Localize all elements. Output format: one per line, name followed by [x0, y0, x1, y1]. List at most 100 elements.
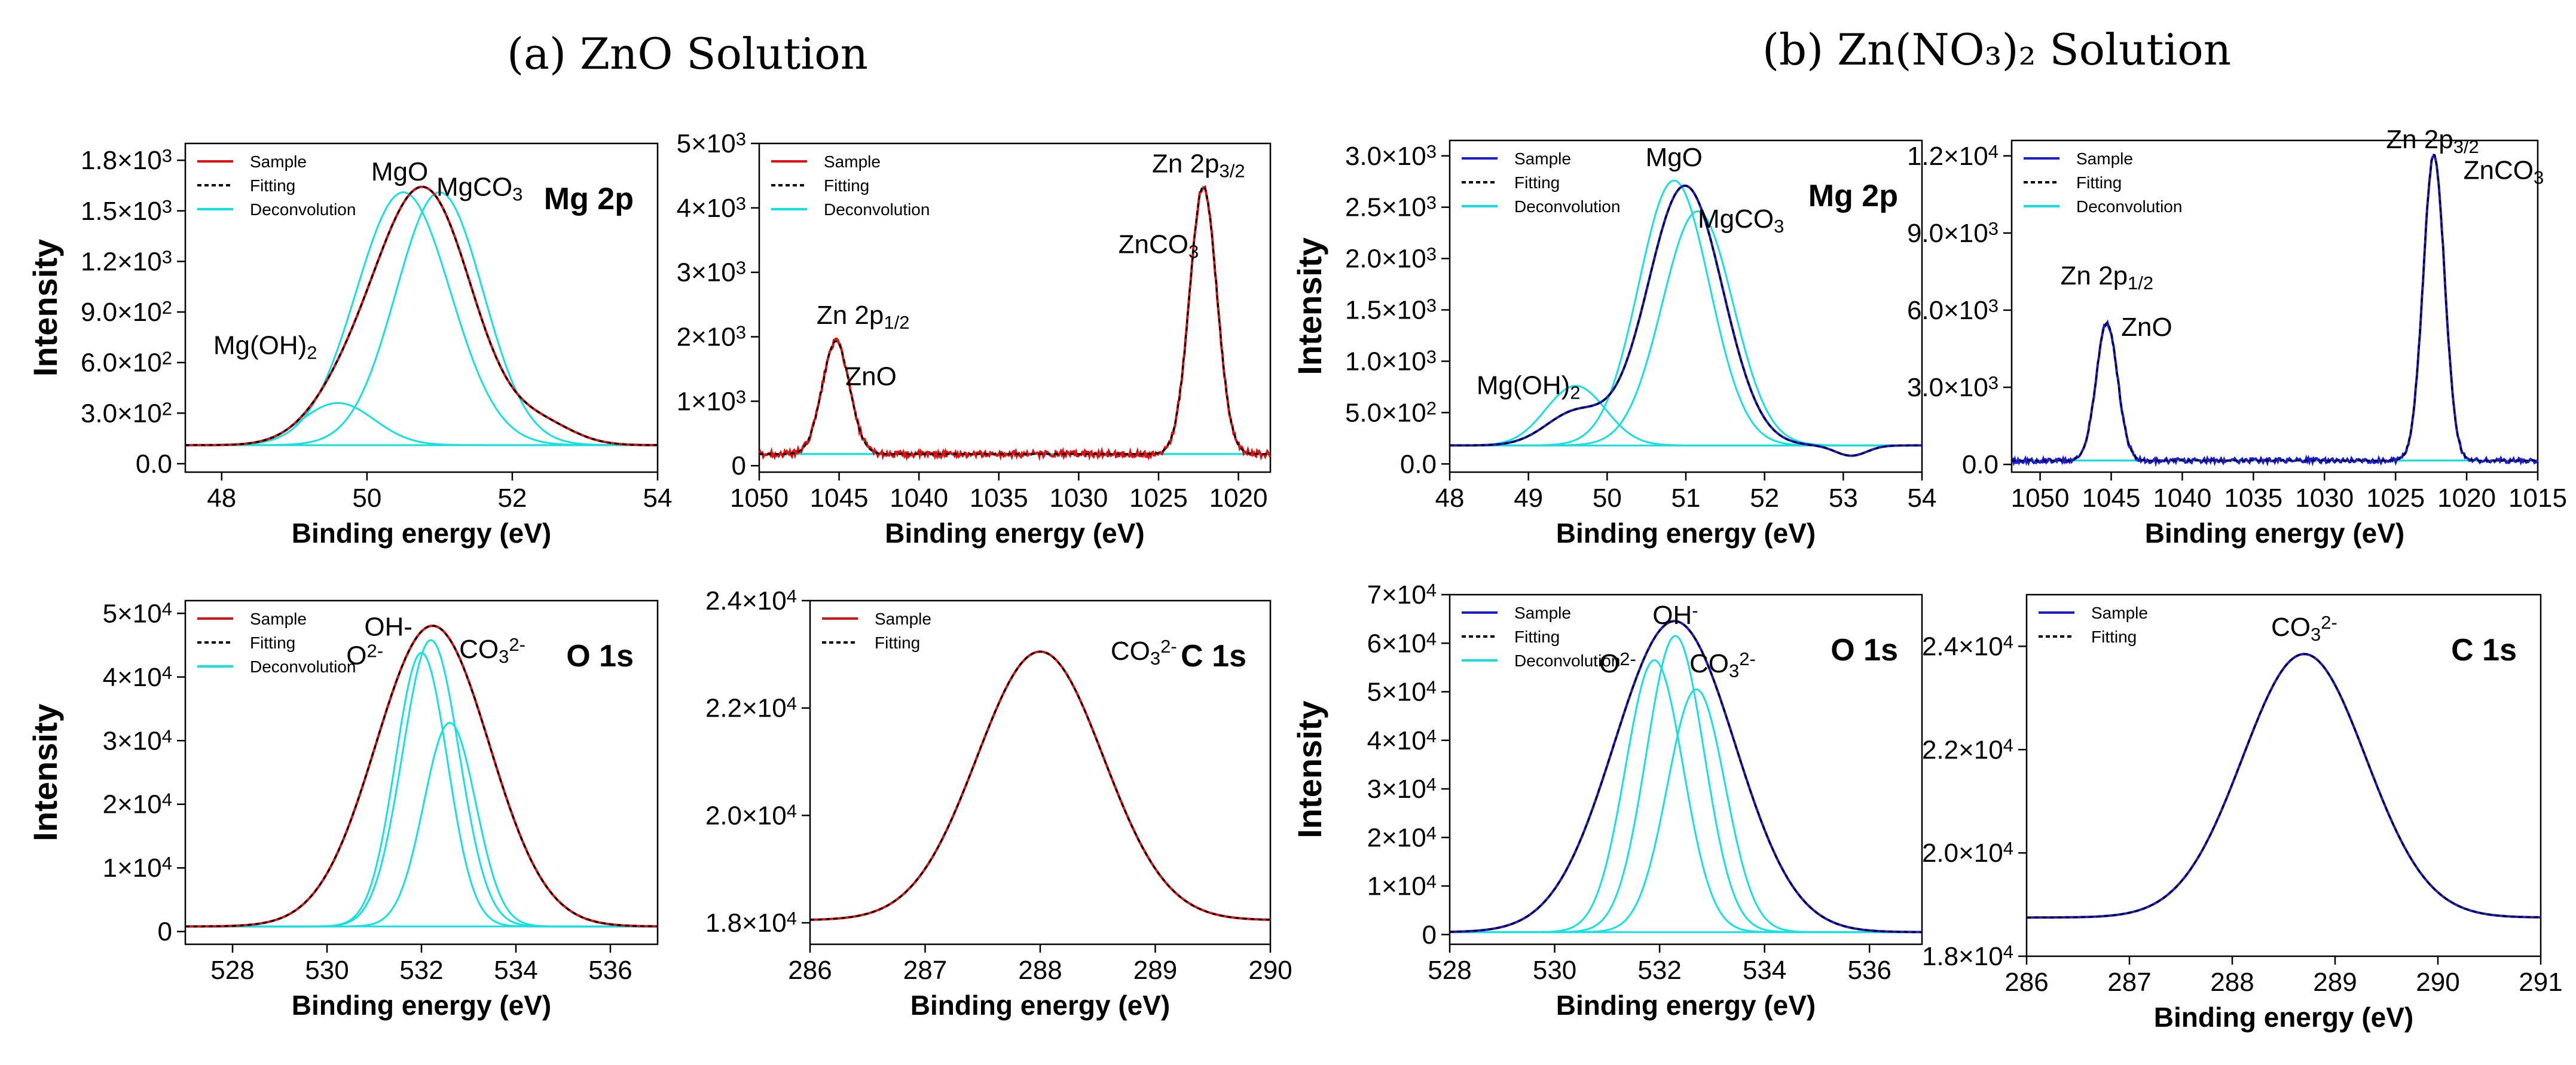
spectrum-tag: Mg 2p — [544, 182, 634, 216]
chart-a-zn2p: 1050 1045 1040 1035 1030 1025 1020 0 1×103 2×103 3… — [677, 128, 1272, 549]
fitting-curve — [810, 650, 1270, 921]
x-tick-label: 287 — [903, 956, 947, 985]
deconvolution-curve — [185, 651, 658, 928]
x-tick-label: 52 — [497, 483, 527, 513]
y-tick-label: 1.5×103 — [81, 195, 172, 225]
x-tick-label: 530 — [305, 956, 349, 985]
x-tick-label: 286 — [2004, 968, 2048, 997]
y-tick-label: 3×104 — [103, 726, 172, 755]
y-tick-label: 6×104 — [1367, 628, 1437, 658]
x-axis-label: Binding energy (eV) — [292, 518, 551, 549]
sample-curve — [185, 185, 658, 446]
peak-annotation: CO32- — [459, 634, 525, 666]
peak-annotation: O2- — [1599, 648, 1636, 678]
deconvolution-curve — [1450, 179, 1922, 446]
y-tick-label: 2×103 — [677, 322, 746, 351]
y-tick-label: 5×103 — [677, 128, 746, 158]
x-tick-label: 291 — [2519, 968, 2562, 997]
legend-item: Sample — [2091, 604, 2148, 622]
y-tick-label: 1×103 — [677, 386, 746, 416]
x-tick-label: 530 — [1533, 956, 1576, 985]
chart-a-o1s: 528 530 532 534 536 0 1×104 2×104 3×104 4×104 5×10… — [26, 598, 659, 1021]
deconvolution-curve — [1450, 659, 1922, 934]
legend-item: Sample — [2076, 149, 2133, 168]
y-tick-label: 1×104 — [1367, 871, 1437, 901]
fitting-curve — [185, 625, 658, 928]
peak-annotation: Zn 2p1/2 — [2061, 261, 2154, 293]
x-tick-label: 1030 — [2295, 483, 2354, 513]
deconvolution-curve — [1450, 688, 1922, 934]
x-tick-label: 288 — [2210, 968, 2254, 997]
x-axis-label: Binding energy (eV) — [1556, 518, 1816, 549]
peak-annotation: OH- — [364, 613, 412, 642]
panel-title-b: (b) Zn(NO₃)₂ Solution — [1762, 25, 2231, 75]
legend-item: Fitting — [250, 176, 295, 195]
fitting-curve — [1450, 620, 1922, 934]
peak-annotation: ZnCO3 — [2464, 156, 2544, 188]
y-tick-label: 1×104 — [103, 853, 172, 883]
curve-layer — [810, 650, 1270, 921]
deconvolution-curve — [185, 191, 658, 446]
x-tick-label: 1050 — [2011, 483, 2070, 513]
legend-item: Fitting — [2091, 628, 2137, 646]
legend-item: Deconvolution — [250, 200, 356, 219]
fitting-curve — [2012, 154, 2538, 462]
deconvolution-curve — [185, 402, 658, 446]
y-tick-label: 2.5×103 — [1345, 192, 1437, 222]
x-tick-label: 51 — [1672, 483, 1701, 513]
legend-item: Deconvolution — [2076, 197, 2182, 216]
legend-item: Sample — [824, 152, 881, 171]
deconvolution-curve — [759, 340, 1270, 455]
x-axis-label: Binding energy (eV) — [885, 518, 1144, 549]
y-tick-label: 3.0×102 — [81, 398, 172, 428]
x-tick-label: 53 — [1829, 483, 1858, 513]
peak-annotation: MgCO3 — [1698, 204, 1784, 237]
x-axis-label: Binding energy (eV) — [2154, 1002, 2413, 1033]
curve-layer — [759, 185, 1270, 461]
peak-annotation: ZnO — [2121, 313, 2172, 342]
x-tick-label: 536 — [1848, 956, 1891, 985]
fitting-curve — [185, 186, 658, 446]
deconvolution-curve — [185, 721, 658, 928]
peak-annotation: ZnCO3 — [1119, 229, 1199, 262]
y-tick-label: 9.0×102 — [81, 297, 172, 327]
y-tick-label: 0 — [732, 451, 746, 481]
curve-layer — [2012, 154, 2538, 467]
x-axis-label: Binding energy (eV) — [910, 990, 1170, 1021]
y-tick-label: 5×104 — [103, 598, 172, 628]
y-axis-label: Intensity — [26, 239, 64, 377]
y-axis-label: Intensity — [1291, 700, 1328, 838]
y-tick-label: 6.0×103 — [1907, 295, 1999, 325]
y-tick-label: 2×104 — [1367, 822, 1437, 852]
y-tick-label: 4×103 — [677, 192, 746, 222]
x-tick-label: 1020 — [2437, 483, 2496, 513]
plot-frame — [184, 142, 659, 473]
x-tick-label: 1035 — [970, 483, 1028, 513]
y-tick-label: 0.0 — [1962, 450, 1999, 479]
x-tick-label: 286 — [788, 956, 832, 985]
chart-b-o1s: 528 530 532 534 536 0 1×104 2×104 3×104 4×104 5×10… — [1291, 580, 1923, 1021]
y-tick-label: 2.0×104 — [1922, 838, 2013, 868]
x-tick-label: 290 — [1248, 956, 1292, 985]
x-tick-label: 528 — [1428, 956, 1471, 985]
y-tick-label: 5×104 — [1367, 677, 1437, 706]
peak-annotation: Zn 2p3/2 — [2386, 125, 2479, 157]
y-tick-label: 5.0×102 — [1345, 397, 1437, 427]
curve-layer — [2027, 653, 2541, 919]
x-axis-label: Binding energy (eV) — [1556, 990, 1816, 1021]
peak-annotation: CO32- — [1111, 635, 1177, 668]
y-tick-label: 2×104 — [103, 789, 172, 819]
y-tick-label: 3.0×103 — [1345, 140, 1437, 170]
x-tick-label: 1045 — [2082, 483, 2141, 513]
y-tick-label: 1.2×104 — [1907, 140, 1999, 170]
legend-item: Deconvolution — [1514, 651, 1620, 670]
curve-layer — [1450, 620, 1922, 934]
y-tick-label: 0.0 — [1400, 449, 1437, 479]
x-tick-label: 288 — [1018, 956, 1062, 985]
peak-annotation: Mg(OH)2 — [213, 331, 317, 363]
curve-layer — [185, 185, 658, 446]
x-tick-label: 528 — [210, 956, 254, 985]
legend-item: Fitting — [875, 634, 920, 652]
y-tick-label: 2.4×104 — [705, 586, 797, 616]
fitting-curve — [759, 185, 1270, 455]
